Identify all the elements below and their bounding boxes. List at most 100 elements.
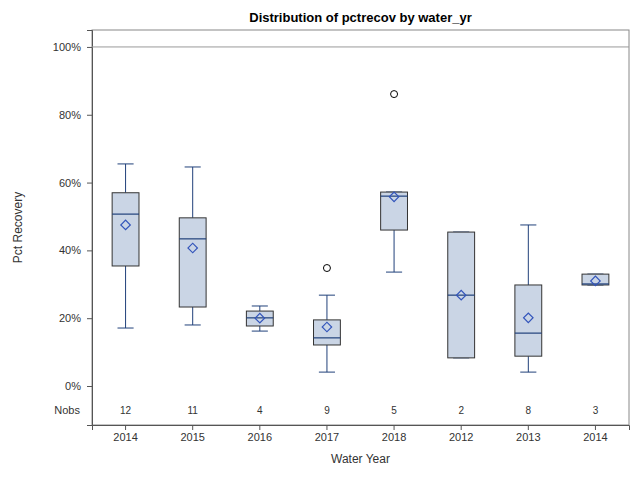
box [179, 167, 206, 325]
x-tick-label: 2016 [248, 431, 272, 443]
lower-whisker [528, 356, 529, 372]
chart: 201420152016201720182012201320140%20%40%… [0, 0, 640, 480]
x-tick-mark [595, 425, 596, 430]
max-cap [252, 305, 268, 306]
x-tick-label: 2018 [382, 431, 406, 443]
lower-whisker [259, 326, 260, 331]
upper-whisker [192, 167, 193, 218]
x-tick: 2013 [516, 425, 540, 443]
y-tick: 100% [53, 41, 92, 53]
nobs-value: 8 [526, 405, 532, 416]
chart-title: Distribution of pctrecov by water_yr [249, 10, 472, 25]
y-tick-label: 40% [59, 244, 81, 256]
plot-frame [92, 30, 629, 425]
x-tick-mark [326, 425, 327, 430]
median-line [381, 196, 408, 197]
mean-marker [524, 313, 533, 322]
lower-whisker [125, 266, 126, 328]
x-tick-mark [394, 425, 395, 430]
nobs-value: 2 [458, 405, 464, 416]
min-cap [185, 324, 201, 325]
min-cap [252, 331, 268, 332]
nobs-value: 9 [324, 405, 330, 416]
y-tick-label: 60% [59, 177, 81, 189]
box-body [381, 192, 408, 230]
nobs-value: 4 [257, 405, 263, 416]
box-body [314, 320, 341, 345]
mean-marker [322, 322, 331, 331]
box-body [179, 218, 206, 307]
x-tick-label: 2014 [583, 431, 607, 443]
median-line [179, 238, 206, 239]
box-body [112, 193, 139, 266]
plot-marks [92, 47, 629, 372]
max-cap [118, 163, 134, 164]
nobs-label: Nobs [54, 404, 80, 416]
x-tick-label: 2013 [516, 431, 540, 443]
x-tick: 2018 [382, 425, 406, 443]
mean-marker [389, 192, 398, 201]
max-cap [185, 166, 201, 167]
x-tick-label: 2017 [315, 431, 339, 443]
median-line [314, 337, 341, 338]
upper-whisker [326, 295, 327, 320]
min-cap [520, 372, 536, 373]
x-tick-label: 2014 [113, 431, 137, 443]
y-axis-line [87, 31, 93, 426]
x-axis-title: Water Year [331, 452, 390, 466]
box-body [246, 311, 273, 326]
max-cap [319, 295, 335, 296]
x-axis-line [93, 426, 630, 431]
mean-marker [456, 290, 465, 299]
mean-marker [591, 276, 600, 285]
median-line [112, 214, 139, 215]
y-tick-mark [87, 47, 92, 48]
box [448, 232, 475, 358]
x-tick-mark [461, 425, 462, 430]
nobs-value: 12 [120, 405, 132, 416]
y-tick-mark [87, 183, 92, 184]
box [515, 225, 542, 372]
reference-line [92, 46, 629, 47]
y-tick-label: 100% [53, 41, 81, 53]
nobs-value: 11 [187, 405, 198, 416]
y-axis-title: Pct Recovery [11, 192, 25, 263]
x-tick-mark [192, 425, 193, 430]
x-tick: 2015 [180, 425, 204, 443]
nobs-row: Nobs1211495283 [54, 404, 598, 416]
lower-whisker [326, 345, 327, 372]
x-tick-mark [528, 425, 529, 430]
median-line [246, 317, 273, 318]
x-tick-mark [125, 425, 126, 430]
box [381, 91, 408, 273]
y-tick-mark [87, 386, 92, 387]
lower-whisker [394, 230, 395, 272]
box-body [582, 274, 609, 285]
box [582, 274, 609, 286]
x-tick-mark [259, 425, 260, 430]
y-tick: 80% [59, 109, 92, 121]
mean-marker [188, 243, 197, 252]
median-line [515, 333, 542, 334]
mean-marker [121, 220, 130, 229]
max-cap [520, 224, 536, 225]
median-line [448, 295, 475, 296]
x-tick: 2014 [583, 425, 607, 443]
median-line [582, 283, 609, 284]
y-tick-mark [87, 250, 92, 251]
x-axis: 2014 2015 2016 2017 2018 2012 2013 2014 [93, 425, 630, 443]
lower-whisker [192, 307, 193, 325]
min-cap [118, 328, 134, 329]
x-tick: 2012 [449, 425, 473, 443]
outlier [323, 265, 330, 272]
mean-marker [255, 313, 264, 322]
box-body [515, 285, 542, 356]
y-tick-mark [87, 318, 92, 319]
x-tick: 2017 [315, 425, 339, 443]
outlier [391, 91, 398, 98]
x-tick: 2016 [248, 425, 272, 443]
upper-whisker [125, 164, 126, 193]
box [246, 306, 273, 331]
min-cap [319, 372, 335, 373]
box [112, 164, 139, 328]
